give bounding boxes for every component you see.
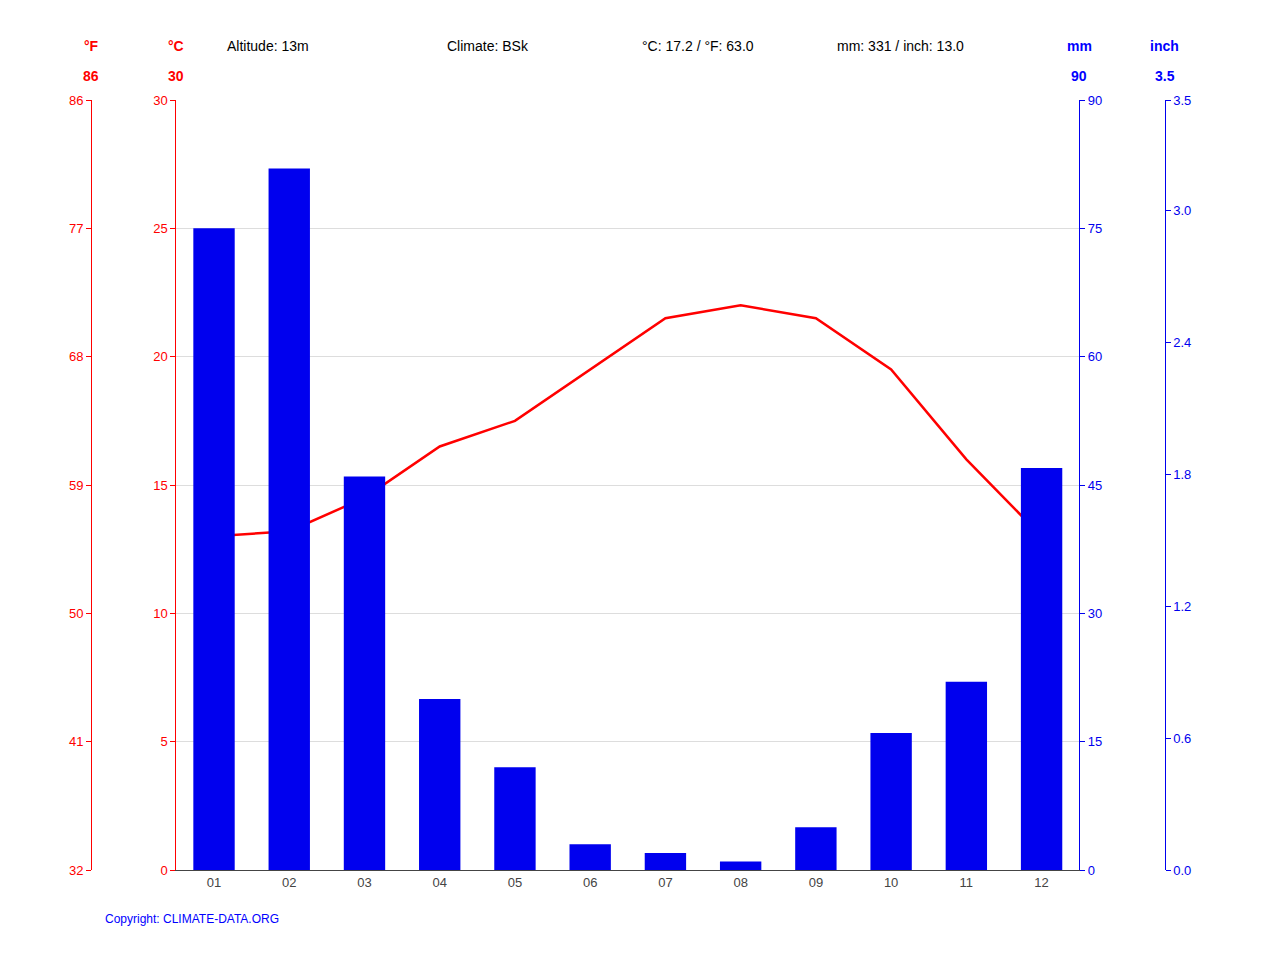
svg-text:11: 11: [960, 875, 974, 890]
svg-text:mm: mm: [1067, 38, 1092, 54]
svg-text:0: 0: [1088, 863, 1095, 878]
svg-text:0.0: 0.0: [1173, 863, 1191, 878]
svg-text:3.5: 3.5: [1173, 93, 1191, 108]
svg-text:Altitude: 13m: Altitude: 13m: [227, 38, 309, 54]
svg-text:1.8: 1.8: [1173, 467, 1191, 482]
svg-text:25: 25: [153, 221, 167, 236]
svg-text:3.5: 3.5: [1155, 68, 1175, 84]
svg-text:59: 59: [69, 478, 83, 493]
svg-text:30: 30: [168, 68, 184, 84]
svg-text:45: 45: [1088, 478, 1102, 493]
svg-text:0.6: 0.6: [1173, 731, 1191, 746]
svg-text:°F: °F: [84, 38, 99, 54]
svg-text:03: 03: [357, 875, 371, 890]
svg-text:12: 12: [1034, 875, 1048, 890]
svg-text:06: 06: [583, 875, 597, 890]
svg-text:3.0: 3.0: [1173, 203, 1191, 218]
svg-text:2.4: 2.4: [1173, 335, 1191, 350]
svg-text:04: 04: [432, 875, 446, 890]
svg-text:20: 20: [153, 349, 167, 364]
svg-text:10: 10: [884, 875, 898, 890]
svg-text:32: 32: [69, 863, 83, 878]
svg-text:30: 30: [153, 93, 167, 108]
svg-text:77: 77: [69, 221, 83, 236]
svg-text:05: 05: [508, 875, 522, 890]
svg-text:86: 86: [69, 93, 83, 108]
svg-text:68: 68: [69, 349, 83, 364]
svg-text:°C: °C: [168, 38, 184, 54]
svg-text:08: 08: [733, 875, 747, 890]
svg-text:1.2: 1.2: [1173, 599, 1191, 614]
svg-text:01: 01: [207, 875, 221, 890]
svg-text:mm: 331 / inch: 13.0: mm: 331 / inch: 13.0: [837, 38, 964, 54]
svg-text:15: 15: [1088, 734, 1102, 749]
svg-text:75: 75: [1088, 221, 1102, 236]
svg-text:41: 41: [69, 734, 83, 749]
svg-text:15: 15: [153, 478, 167, 493]
svg-text:30: 30: [1088, 606, 1102, 621]
svg-text:09: 09: [809, 875, 823, 890]
svg-text:5: 5: [161, 734, 168, 749]
svg-text:50: 50: [69, 606, 83, 621]
svg-text:90: 90: [1071, 68, 1087, 84]
svg-text:90: 90: [1088, 93, 1102, 108]
svg-text:60: 60: [1088, 349, 1102, 364]
svg-text:°C: 17.2 / °F: 63.0: °C: 17.2 / °F: 63.0: [642, 38, 754, 54]
svg-text:0: 0: [161, 863, 168, 878]
svg-text:07: 07: [658, 875, 672, 890]
svg-text:02: 02: [282, 875, 296, 890]
svg-text:Climate: BSk: Climate: BSk: [447, 38, 529, 54]
svg-text:10: 10: [153, 606, 167, 621]
svg-text:86: 86: [83, 68, 99, 84]
svg-text:inch: inch: [1150, 38, 1179, 54]
svg-text:Copyright: CLIMATE-DATA.ORG: Copyright: CLIMATE-DATA.ORG: [105, 912, 279, 926]
